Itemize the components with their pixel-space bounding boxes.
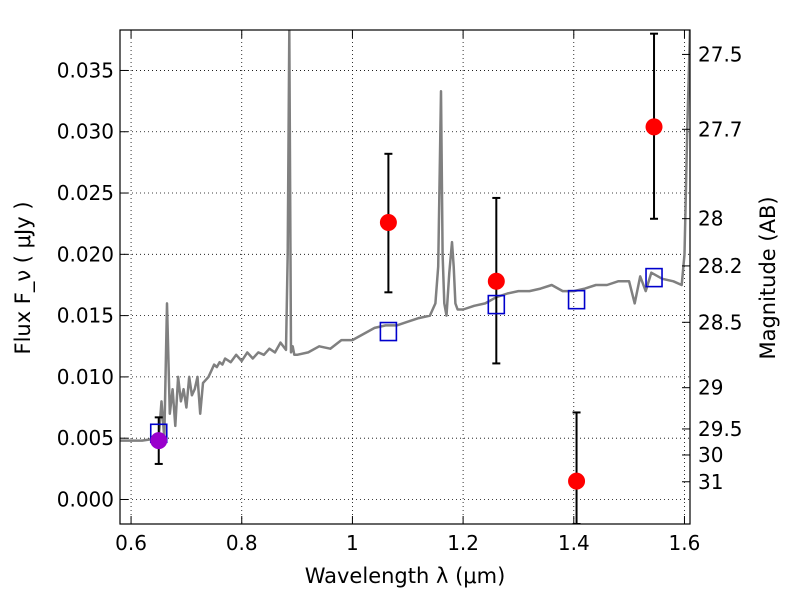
magnitude-tick-label: 27.5: [698, 42, 743, 66]
x-tick-label: 0.6: [115, 531, 147, 555]
observed-point: [379, 213, 397, 231]
x-tick-labels: 0.6 0.8 1 1.2 1.4 1.6: [115, 531, 700, 555]
y-tick-label: 0.035: [57, 58, 114, 82]
y-tick-labels: 0.000 0.005 0.010 0.015 0.020 0.025 0.030 0.035: [57, 58, 114, 511]
x-tick-label: 1.2: [447, 531, 479, 555]
plot-frame: [119, 29, 691, 525]
y-tick-label: 0.005: [57, 426, 114, 450]
x-tick-label: 1.6: [669, 531, 701, 555]
error-bars: [154, 32, 659, 524]
model-square: [379, 321, 398, 342]
y-tick-label: 0.010: [57, 365, 114, 389]
spectrum-series: [120, 30, 690, 442]
magnitude-tick-label: 29.5: [698, 417, 743, 441]
observed-point: [150, 432, 168, 450]
magnitude-tick-label: 29: [698, 376, 723, 400]
observed-point: [487, 272, 505, 290]
magnitude-tick-label: 31: [698, 470, 723, 494]
observed-point: [568, 472, 586, 490]
spectrum-line: [120, 30, 690, 442]
observed-points: [150, 118, 663, 490]
x-tick-label: 1: [346, 531, 359, 555]
x-axis-label: Wavelength λ (μm): [305, 564, 506, 588]
model-square: [645, 267, 663, 288]
x-tick-label: 1.4: [558, 531, 590, 555]
magnitude-tick-label: 28.5: [698, 310, 743, 334]
x-tick-label: 0.8: [226, 531, 258, 555]
magnitude-tick-labels: 27.5 27.7 28 28.2 28.5 29 29.530 31: [698, 42, 743, 493]
y-axis-label: Flux F_ν ( μJy ): [11, 201, 36, 354]
y-tick-label: 0.020: [57, 242, 114, 266]
grid-lines: [120, 30, 690, 524]
model-square: [567, 289, 586, 310]
y-tick-label: 0.000: [57, 487, 114, 511]
model-square: [487, 294, 506, 315]
y-tick-label: 0.025: [57, 181, 114, 205]
right-axis-label: Magnitude (AB): [756, 196, 780, 359]
magnitude-tick-label: 28: [698, 207, 723, 231]
y-tick-label: 0.030: [57, 120, 114, 144]
magnitude-tick-label: 28.2: [698, 254, 743, 278]
magnitude-tick-label: 30: [698, 443, 723, 467]
y-tick-label: 0.015: [57, 304, 114, 328]
axis-ticks: [120, 30, 690, 524]
observed-point: [645, 118, 663, 136]
magnitude-tick-label: 27.7: [698, 117, 743, 141]
model-points: [149, 267, 663, 444]
